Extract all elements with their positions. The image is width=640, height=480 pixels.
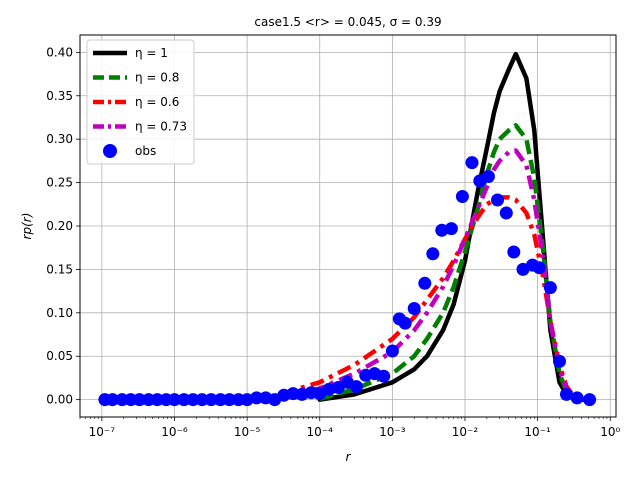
- y-tick-label: 0.20: [46, 219, 73, 233]
- obs-point: [250, 391, 264, 405]
- obs-point: [553, 354, 566, 368]
- x-tick-label: 10⁻¹: [524, 425, 551, 439]
- y-tick-label: 0.05: [46, 349, 73, 363]
- chart-title: case1.5 <r> = 0.045, σ = 0.39: [254, 15, 441, 29]
- axis-ticks: 10⁻⁷ 10⁻⁶ 10⁻⁵ 10⁻⁴ 10⁻³ 10⁻² 10⁻¹ 10⁰ 0.00 0.05 0…: [46, 45, 620, 439]
- obs-point: [418, 276, 432, 290]
- obs-point: [499, 206, 513, 220]
- x-tick-label: 10⁻⁷: [89, 425, 116, 439]
- y-tick-label: 0.15: [46, 262, 73, 276]
- x-tick-label: 10⁻⁵: [234, 425, 261, 439]
- obs-point: [398, 316, 412, 330]
- legend-label-1: η = 0.8: [135, 71, 179, 85]
- obs-point: [465, 156, 479, 170]
- series-layer: [98, 51, 597, 407]
- obs-point: [385, 344, 399, 358]
- legend-label-2: η = 0.6: [135, 95, 179, 109]
- obs-point: [222, 393, 236, 407]
- grid: [80, 35, 616, 417]
- series-line-0: [317, 51, 591, 402]
- obs-point: [491, 193, 504, 207]
- obs-point: [543, 281, 557, 295]
- legend-box: [86, 39, 195, 165]
- obs-point: [150, 393, 164, 407]
- obs-point: [177, 393, 191, 407]
- x-tick-label: 10⁻²: [452, 425, 479, 439]
- obs-point: [481, 170, 495, 183]
- legend-label-0: η = 1: [135, 46, 168, 60]
- obs-point: [133, 393, 146, 407]
- x-tick-label: 10⁻³: [379, 425, 406, 439]
- obs-point: [377, 369, 391, 383]
- obs-point: [570, 391, 584, 405]
- y-axis-label: rp(r): [20, 213, 34, 240]
- obs-point: [532, 261, 546, 275]
- obs-point: [435, 223, 449, 237]
- obs-point: [195, 393, 209, 407]
- y-tick-label: 0.30: [46, 132, 73, 146]
- y-tick-label: 0.10: [46, 306, 73, 320]
- obs-point: [204, 393, 218, 407]
- x-tick-label: 10⁰: [600, 425, 620, 439]
- obs-point: [349, 380, 363, 394]
- obs-point: [426, 247, 440, 261]
- x-axis-label: r: [346, 450, 352, 464]
- y-tick-label: 0.00: [46, 393, 73, 407]
- x-tick-label: 10⁻⁴: [307, 425, 334, 439]
- obs-point: [583, 393, 597, 407]
- obs-point: [168, 393, 181, 407]
- obs-point: [106, 393, 119, 407]
- y-tick-label: 0.35: [46, 89, 73, 103]
- legend-swatch-4: [103, 144, 117, 158]
- obs-point: [455, 190, 469, 203]
- obs-point: [444, 222, 458, 236]
- legend-label-3: η = 0.73: [135, 120, 187, 134]
- series-line-3: [281, 148, 589, 402]
- obs-point: [407, 302, 421, 315]
- y-tick-label: 0.40: [46, 45, 73, 59]
- obs-point: [507, 245, 521, 259]
- x-tick-label: 10⁻⁶: [161, 425, 188, 439]
- legend-label-4: obs: [135, 144, 156, 158]
- obs-point: [560, 387, 573, 401]
- legend: η = 1 η = 0.8 η = 0.6 η = 0.73 obs: [86, 39, 195, 165]
- y-tick-label: 0.25: [46, 176, 73, 190]
- obs-point: [186, 393, 200, 407]
- obs-point: [214, 393, 227, 407]
- series-line-1: [319, 123, 589, 402]
